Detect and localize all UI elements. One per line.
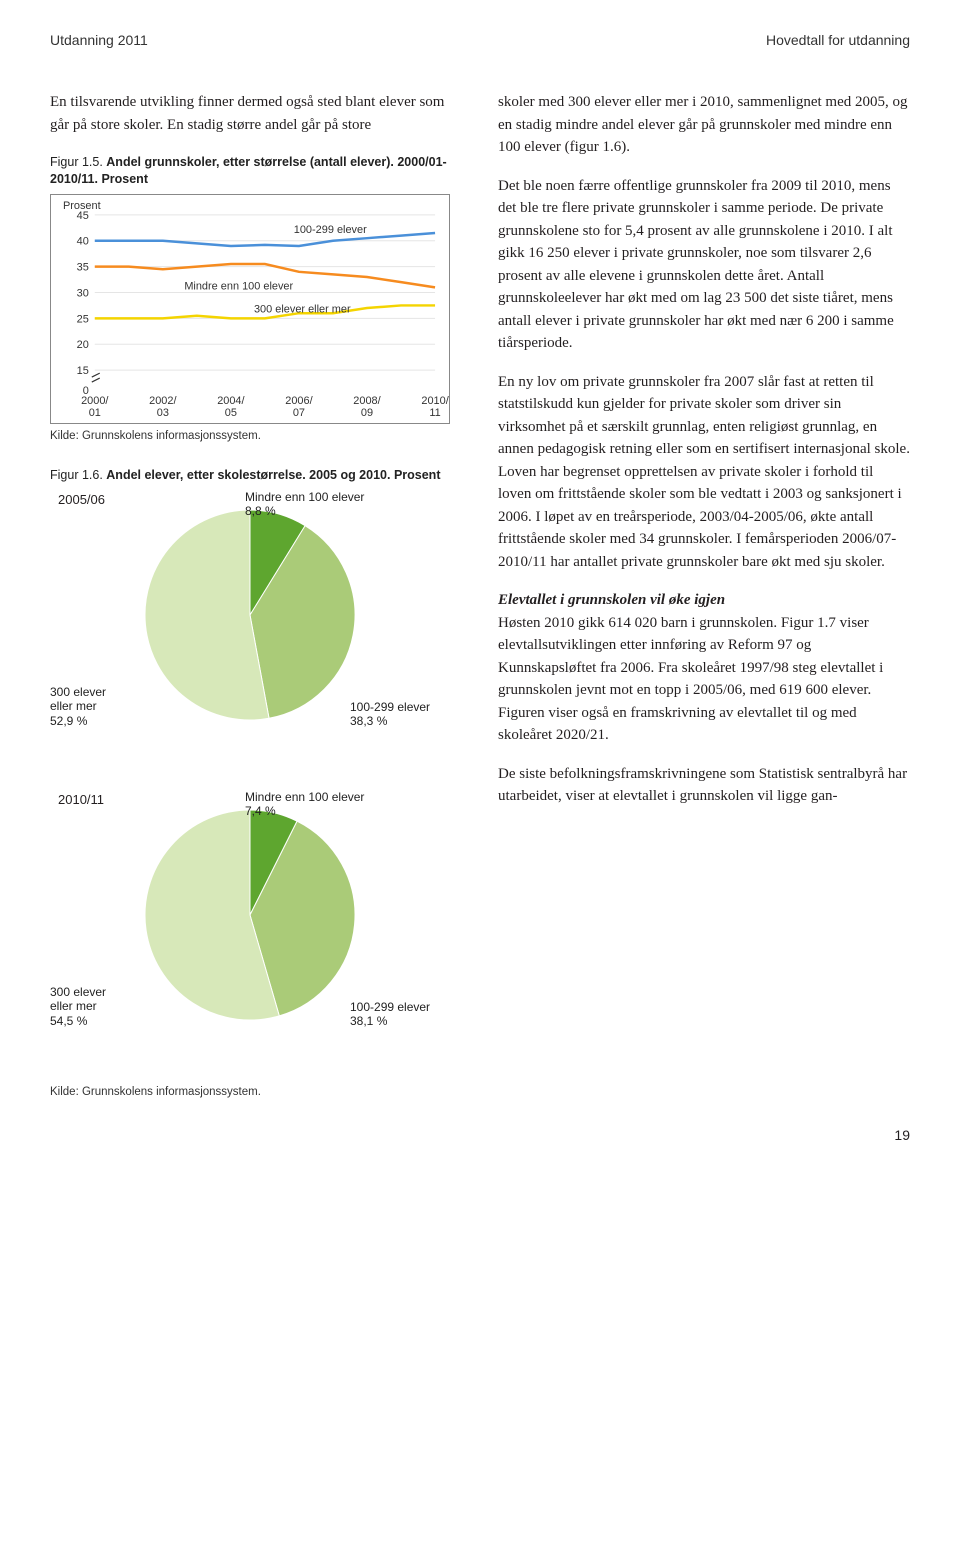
svg-text:2000/: 2000/ [81,395,109,407]
svg-text:09: 09 [361,407,373,419]
svg-text:03: 03 [157,407,169,419]
p4: Elevtallet i grunnskolen vil øke igjen H… [498,589,910,747]
head-left: Utdanning 2011 [50,30,148,51]
svg-text:2010/: 2010/ [421,395,449,407]
head-right: Hovedtall for utdanning [766,30,910,51]
pie1-label-left: 300 elever eller mer 52,9 % [50,685,106,728]
page-number: 19 [50,1125,910,1146]
left-column: En tilsvarende utvikling finner dermed o… [50,91,462,1101]
pie1-year: 2005/06 [58,490,105,510]
fig6-caption: Figur 1.6. Andel elever, etter skolestør… [50,467,462,484]
svg-text:2008/: 2008/ [353,395,381,407]
pie2-label-right: 100-299 elever 38,1 % [350,1000,430,1029]
pie1-svg [130,490,370,730]
pie2-svg [130,790,370,1030]
svg-text:2004/: 2004/ [217,395,245,407]
pie1-label-top: Mindre enn 100 elever 8,8 % [245,490,364,519]
svg-text:2006/: 2006/ [285,395,313,407]
p5: De siste befolkningsframskrivningene som… [498,763,910,808]
fig5-caption-bold: Andel grunnskoler, etter størrelse (anta… [50,155,447,186]
svg-text:Mindre enn 100 elever: Mindre enn 100 elever [184,280,293,292]
fig6-prefix: Figur 1.6. [50,468,106,482]
svg-text:100-299 elever: 100-299 elever [294,224,367,236]
svg-text:40: 40 [77,235,89,247]
p1: skoler med 300 elever eller mer i 2010, … [498,91,910,159]
svg-text:25: 25 [77,313,89,325]
fig5-source: Kilde: Grunnskolens informasjonssystem. [50,428,462,445]
svg-text:15: 15 [77,365,89,377]
pie1-wrap: 2005/06 Mindre enn 100 elever 8,8 % 100-… [50,490,450,780]
pie2-year: 2010/11 [58,790,104,810]
fig6-source: Kilde: Grunnskolens informasjonssystem. [50,1084,462,1101]
p2: Det ble noen færre offentlige grunnskole… [498,175,910,355]
svg-text:20: 20 [77,339,89,351]
pie2-wrap: 2010/11 Mindre enn 100 elever 7,4 % 100-… [50,790,450,1080]
right-column: skoler med 300 elever eller mer i 2010, … [498,91,910,1101]
fig5-svg: 0152025303540452000/012002/032004/052006… [51,195,449,424]
fig6-caption-bold: Andel elever, etter skolestørrelse. 2005… [106,468,440,482]
svg-text:300 elever eller mer: 300 elever eller mer [254,303,351,315]
intro-paragraph: En tilsvarende utvikling finner dermed o… [50,91,462,136]
fig5-prefix: Figur 1.5. [50,155,106,169]
fig5-caption: Figur 1.5. Andel grunnskoler, etter stør… [50,154,462,188]
svg-text:07: 07 [293,407,305,419]
pie1-label-right: 100-299 elever 38,3 % [350,700,430,729]
svg-text:05: 05 [225,407,237,419]
p4-body: Høsten 2010 gikk 614 020 barn i grunnsko… [498,615,883,744]
pie2-label-top: Mindre enn 100 elever 7,4 % [245,790,364,819]
p4-subhead: Elevtallet i grunnskolen vil øke igjen [498,592,725,608]
running-head: Utdanning 2011 Hovedtall for utdanning [50,30,910,51]
svg-text:30: 30 [77,287,89,299]
svg-text:Prosent: Prosent [63,200,101,212]
pie2-label-left: 300 elever eller mer 54,5 % [50,985,106,1028]
svg-text:11: 11 [429,407,440,419]
p3: En ny lov om private grunnskoler fra 200… [498,371,910,574]
fig5-chart: 0152025303540452000/012002/032004/052006… [50,194,450,424]
svg-text:35: 35 [77,261,89,273]
svg-text:2002/: 2002/ [149,395,177,407]
svg-text:01: 01 [89,407,101,419]
